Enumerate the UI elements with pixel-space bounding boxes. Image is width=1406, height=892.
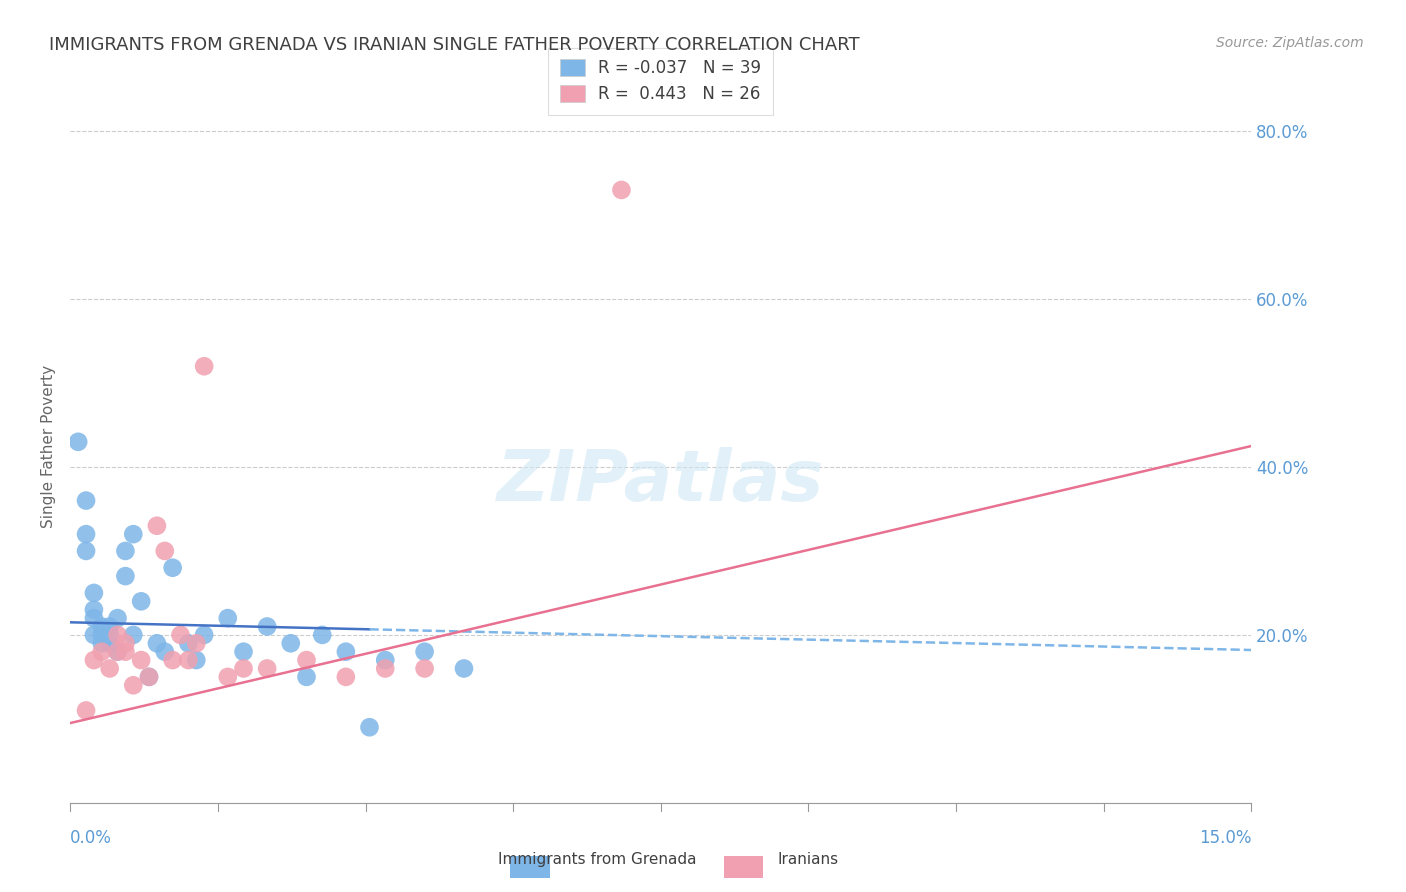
Point [138,670,160,684]
Point [98,619,121,633]
Text: IMMIGRANTS FROM GRENADA VS IRANIAN SINGLE FATHER POVERTY CORRELATION CHART: IMMIGRANTS FROM GRENADA VS IRANIAN SINGL… [49,36,860,54]
Point [122,628,145,642]
Point [107,645,129,659]
Point [162,560,184,574]
Point [98,628,121,642]
Point [177,636,200,650]
Point [98,661,121,675]
Point [162,653,184,667]
Point [153,645,176,659]
Point [217,670,239,684]
Point [107,628,129,642]
Point [413,661,436,675]
Point [610,183,633,197]
Point [90,619,112,633]
Point [129,653,152,667]
Point [295,653,318,667]
Point [146,636,169,650]
Point [114,645,136,659]
Point [186,636,208,650]
Point [232,645,254,659]
Text: ZIPatlas: ZIPatlas [498,447,824,516]
Text: Iranians: Iranians [778,852,839,867]
Point [146,518,169,533]
Point [83,586,105,600]
Point [122,527,145,541]
Point [67,434,90,449]
Point [75,527,97,541]
Point [138,670,160,684]
Text: 0.0%: 0.0% [70,829,112,847]
Text: Immigrants from Grenada: Immigrants from Grenada [498,852,697,867]
Point [413,645,436,659]
Point [153,544,176,558]
Point [335,670,357,684]
Point [186,653,208,667]
Point [311,628,333,642]
Legend: R = -0.037   N = 39, R =  0.443   N = 26: R = -0.037 N = 39, R = 0.443 N = 26 [548,47,773,115]
Point [114,636,136,650]
Point [232,661,254,675]
Point [75,544,97,558]
Point [90,628,112,642]
Point [256,661,278,675]
Point [193,628,215,642]
Point [83,653,105,667]
Point [256,619,278,633]
Point [453,661,475,675]
Point [374,661,396,675]
Point [107,645,129,659]
Point [98,636,121,650]
Point [374,653,396,667]
Y-axis label: Single Father Poverty: Single Father Poverty [41,365,56,527]
Point [114,569,136,583]
Point [335,645,357,659]
Point [295,670,318,684]
Point [75,703,97,717]
Point [90,636,112,650]
Point [177,653,200,667]
Point [359,720,381,734]
Point [83,611,105,625]
Point [129,594,152,608]
Point [114,544,136,558]
Point [122,678,145,692]
Point [83,603,105,617]
Point [75,493,97,508]
Point [90,645,112,659]
Point [280,636,302,650]
Text: Source: ZipAtlas.com: Source: ZipAtlas.com [1216,36,1364,50]
Point [193,359,215,374]
Point [107,611,129,625]
Point [217,611,239,625]
Point [83,628,105,642]
Text: 15.0%: 15.0% [1199,829,1251,847]
Point [169,628,191,642]
